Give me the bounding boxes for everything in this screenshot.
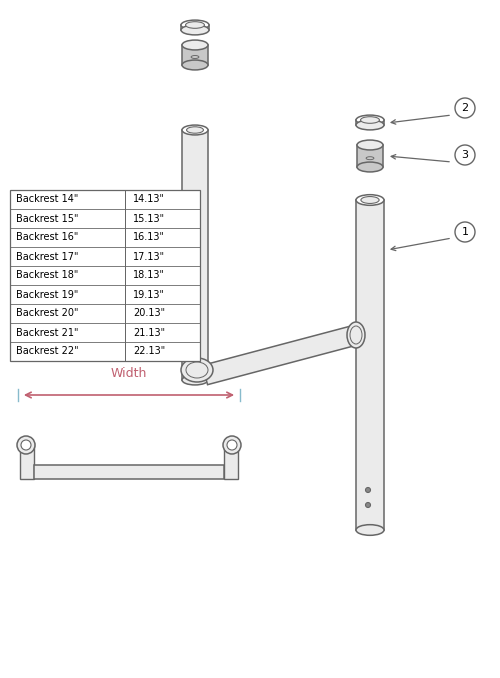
Bar <box>10 190 200 361</box>
Polygon shape <box>357 145 383 167</box>
Ellipse shape <box>361 197 379 203</box>
Ellipse shape <box>356 115 384 125</box>
Polygon shape <box>20 443 34 479</box>
Text: Backrest 15": Backrest 15" <box>16 214 78 224</box>
Text: Backrest 16": Backrest 16" <box>16 233 78 243</box>
Circle shape <box>17 436 35 454</box>
Polygon shape <box>182 45 208 65</box>
Text: Backrest 17": Backrest 17" <box>16 252 78 262</box>
Ellipse shape <box>182 375 208 385</box>
Text: 19.13": 19.13" <box>133 290 165 300</box>
Ellipse shape <box>181 358 213 382</box>
Text: 22.13": 22.13" <box>133 346 165 357</box>
Text: 2: 2 <box>462 103 468 113</box>
Text: Backrest 20": Backrest 20" <box>16 308 78 319</box>
Circle shape <box>455 222 475 242</box>
Circle shape <box>21 440 31 450</box>
Ellipse shape <box>356 195 384 205</box>
Text: 16.13": 16.13" <box>133 233 165 243</box>
Circle shape <box>366 502 370 508</box>
Ellipse shape <box>182 125 208 135</box>
Ellipse shape <box>186 22 204 28</box>
Text: 3: 3 <box>462 150 468 160</box>
Ellipse shape <box>181 25 209 35</box>
Text: Backrest 18": Backrest 18" <box>16 271 78 281</box>
Polygon shape <box>181 25 209 30</box>
Ellipse shape <box>181 20 209 30</box>
Ellipse shape <box>356 120 384 130</box>
Text: 1: 1 <box>462 227 468 237</box>
Circle shape <box>227 440 237 450</box>
Ellipse shape <box>182 40 208 50</box>
Polygon shape <box>356 120 384 125</box>
Ellipse shape <box>186 127 204 133</box>
Polygon shape <box>356 200 384 530</box>
Text: Backrest 21": Backrest 21" <box>16 327 78 338</box>
Bar <box>34 465 224 479</box>
Text: Backrest 14": Backrest 14" <box>16 195 78 205</box>
Ellipse shape <box>356 525 384 536</box>
Ellipse shape <box>357 140 383 150</box>
Text: 15.13": 15.13" <box>133 214 165 224</box>
Circle shape <box>455 98 475 118</box>
Text: 14.13": 14.13" <box>133 195 165 205</box>
Circle shape <box>455 145 475 165</box>
Text: Backrest
Width: Backrest Width <box>102 351 156 380</box>
Circle shape <box>223 436 241 454</box>
Ellipse shape <box>357 162 383 172</box>
Circle shape <box>194 355 200 361</box>
Text: Backrest 22": Backrest 22" <box>16 346 78 357</box>
Ellipse shape <box>182 60 208 70</box>
Ellipse shape <box>360 117 380 123</box>
Text: 18.13": 18.13" <box>133 271 165 281</box>
Polygon shape <box>224 443 238 479</box>
Text: 17.13": 17.13" <box>133 252 165 262</box>
Text: Backrest 19": Backrest 19" <box>16 290 78 300</box>
Ellipse shape <box>347 322 365 348</box>
Circle shape <box>366 487 370 492</box>
Text: 21.13": 21.13" <box>133 327 165 338</box>
Polygon shape <box>182 130 208 380</box>
Polygon shape <box>202 325 358 384</box>
Text: 20.13": 20.13" <box>133 308 165 319</box>
